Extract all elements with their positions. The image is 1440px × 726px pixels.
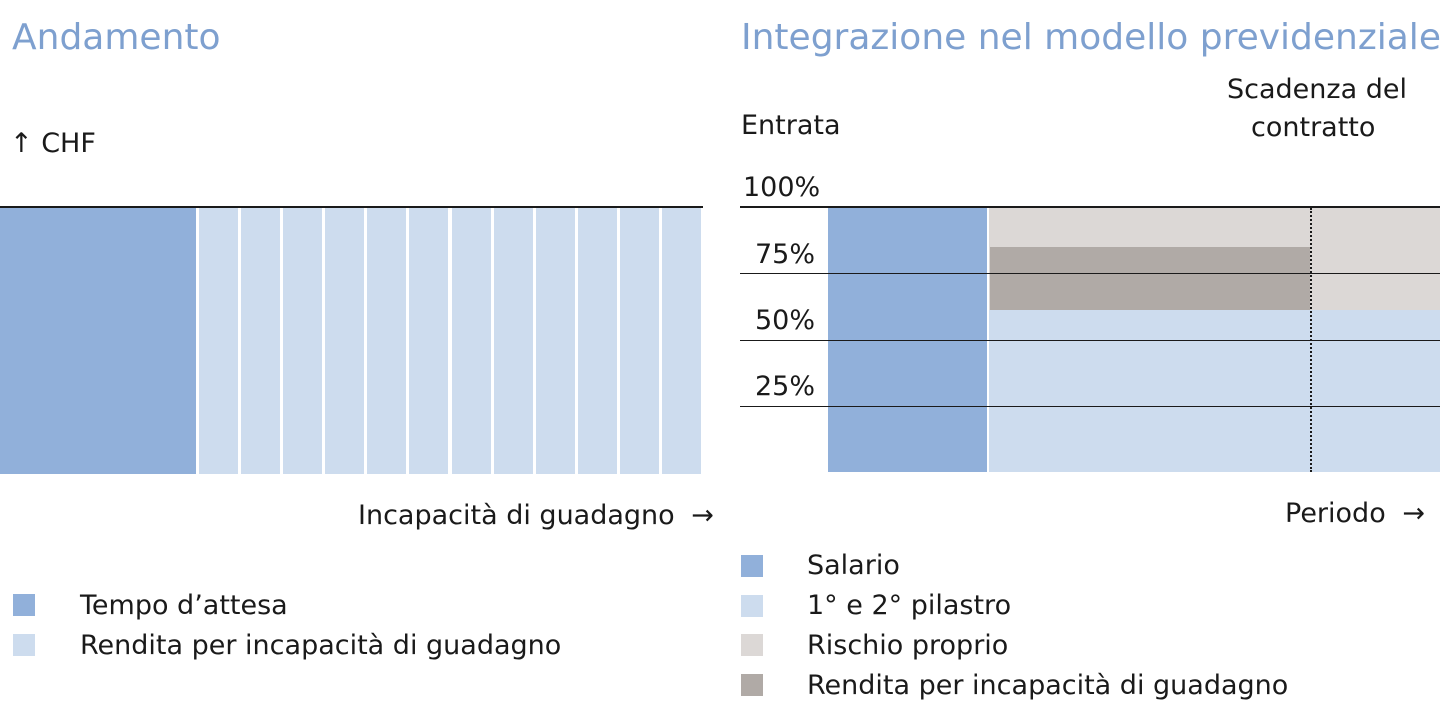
legend-label-salary: Salario <box>807 550 900 581</box>
right-chart-area <box>740 206 1440 474</box>
tick-label-75: 75% <box>755 239 816 270</box>
disability-rent-stripe <box>578 208 618 474</box>
legend-label-own-risk: Rischio proprio <box>807 630 1009 661</box>
gridline-50 <box>740 339 1440 341</box>
left-x-axis-label: Incapacità di guadagno → <box>358 502 714 529</box>
contract-expiry-label-line2: contratto <box>1251 112 1376 143</box>
tick-label-100: 100% <box>743 172 821 203</box>
legend-swatch-own-risk <box>741 634 763 656</box>
legend-swatch-disability-rent-left <box>13 634 35 656</box>
disability-rent-stripe <box>325 208 365 474</box>
tick-label-25: 25% <box>755 371 816 402</box>
contract-expiry-label-line1: Scadenza del <box>1227 74 1407 105</box>
left-x-axis-text: Incapacità di guadagno <box>358 500 675 531</box>
right-x-axis-text: Periodo <box>1285 498 1386 529</box>
disability-rent-block <box>990 246 1310 311</box>
legend-label-pillars: 1° e 2° pilastro <box>807 590 1012 621</box>
legend-swatch-waiting-time <box>13 594 35 616</box>
right-x-axis-label: Periodo → <box>1285 500 1425 527</box>
right-arrow-icon: → <box>691 500 714 531</box>
disability-rent-stripe <box>240 208 280 474</box>
left-panel-title: Andamento <box>12 17 221 58</box>
right-arrow-icon: → <box>1402 498 1425 529</box>
legend-label-disability-rent-right: Rendita per incapacità di guadagno <box>807 670 1289 701</box>
disability-rent-stripe <box>493 208 533 474</box>
disability-rent-stripe <box>662 208 702 474</box>
disability-rent-stripe <box>451 208 491 474</box>
legend-label-waiting-time: Tempo d’attesa <box>80 590 288 621</box>
gridline-100 <box>740 206 1440 208</box>
right-y-axis-label: Entrata <box>741 110 841 141</box>
disability-rent-stripe <box>367 208 407 474</box>
waiting-time-block <box>0 208 196 474</box>
tick-label-50: 50% <box>755 305 816 336</box>
right-panel-title: Integrazione nel modello previdenziale <box>741 17 1440 58</box>
left-chart-area <box>0 206 703 474</box>
disability-rent-stripe <box>282 208 322 474</box>
gridline-25 <box>740 405 1440 407</box>
disability-rent-stripe <box>535 208 575 474</box>
disability-rent-stripe <box>620 208 660 474</box>
disability-rent-stripe <box>199 208 239 474</box>
pillars-block <box>989 310 1440 472</box>
left-top-line <box>0 206 703 208</box>
legend-swatch-salary <box>741 555 763 577</box>
legend-swatch-disability-rent-right <box>741 674 763 696</box>
disability-rent-stripe <box>409 208 449 474</box>
legend-swatch-pillars <box>741 595 763 617</box>
left-y-axis-label: ↑ CHF <box>10 128 96 159</box>
contract-expiry-line <box>1310 208 1312 472</box>
gridline-75 <box>740 273 1440 275</box>
legend-label-disability-rent-left: Rendita per incapacità di guadagno <box>80 630 562 661</box>
